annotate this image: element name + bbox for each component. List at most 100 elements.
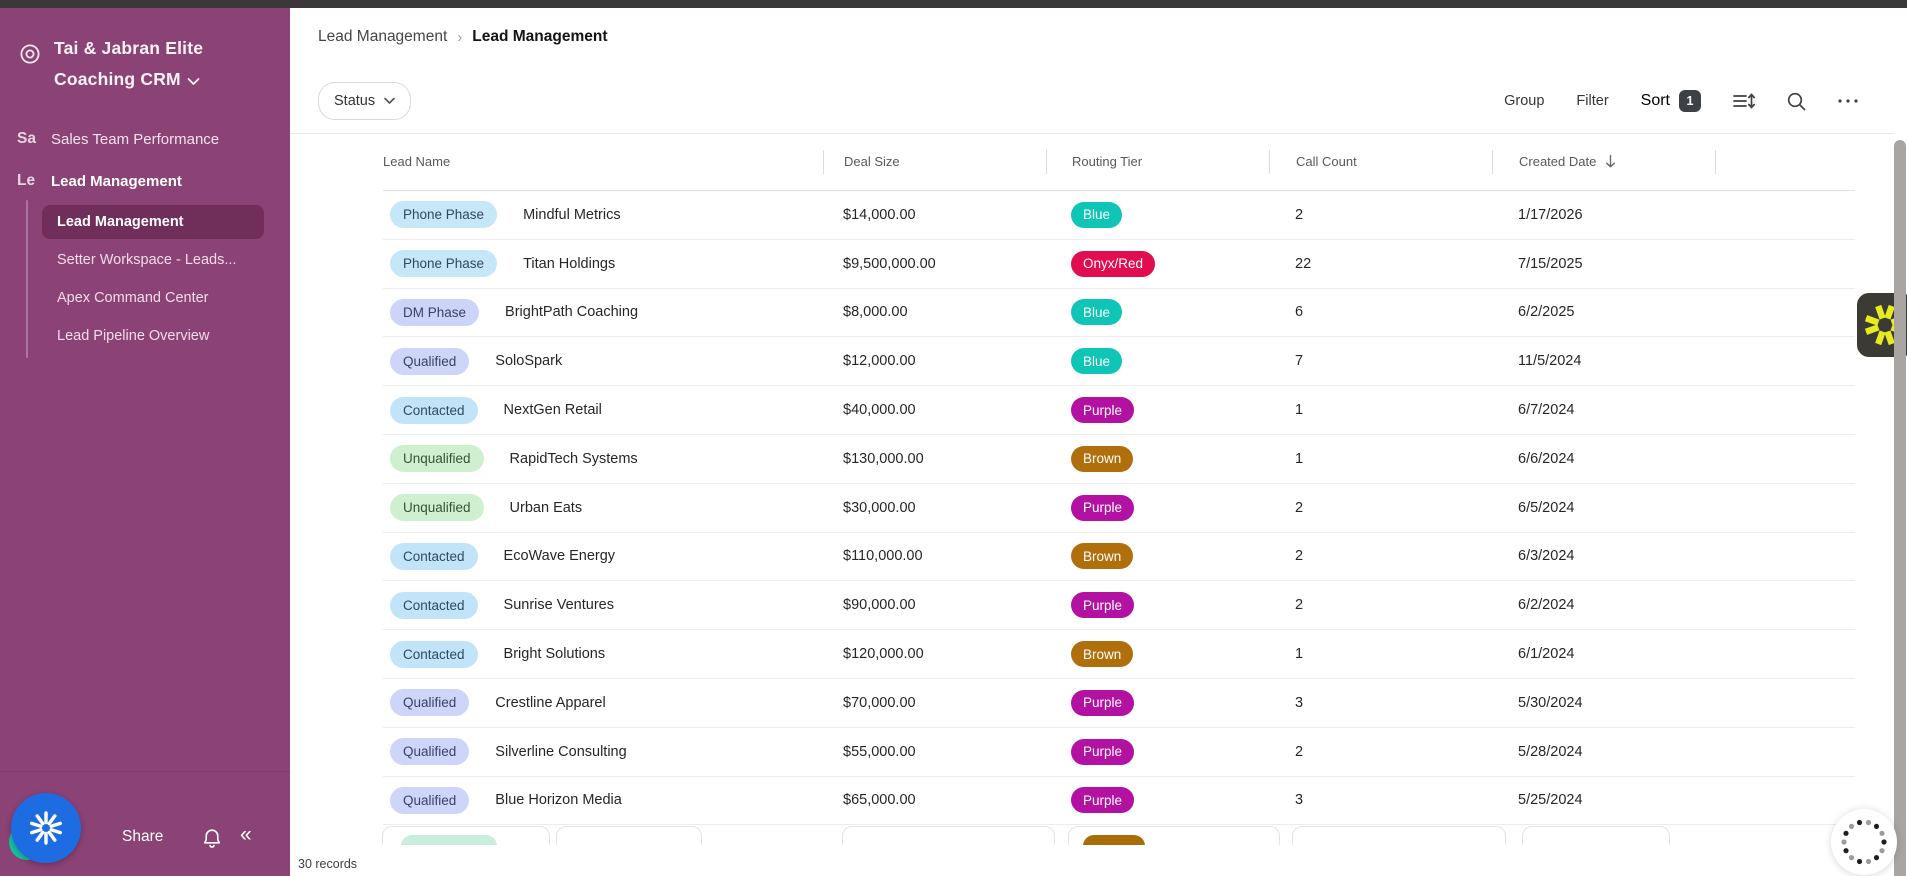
- pinwheel-icon: [29, 811, 63, 845]
- deal-size-cell: $55,000.00: [843, 743, 916, 760]
- table-row[interactable]: Phone Phase Titan Holdings $9,500,000.00 On…: [383, 240, 1855, 289]
- routing-tier-badge[interactable]: Blue: [1071, 201, 1123, 228]
- table-row[interactable]: Qualified Crestline Apparel $70,000.00 Purp…: [383, 679, 1855, 728]
- group-button[interactable]: Group: [1504, 93, 1545, 109]
- table-row[interactable]: Contacted Bright Solutions $120,000.00 Brow…: [383, 630, 1855, 679]
- share-button[interactable]: Share: [122, 828, 164, 845]
- routing-tier-badge[interactable]: Brown: [1071, 445, 1134, 472]
- table-row[interactable]: Unqualified Urban Eats $30,000.00 Purple 2 6/…: [383, 484, 1855, 533]
- table-row[interactable]: Qualified Silverline Consulting $55,000.00…: [383, 728, 1855, 777]
- status-badge[interactable]: Contacted: [390, 542, 478, 570]
- created-date-cell: 6/2/2025: [1518, 304, 1575, 321]
- status-filter-button[interactable]: Status: [318, 82, 412, 120]
- table-row[interactable]: Phone Phase Mindful Metrics $14,000.00 Blue…: [383, 191, 1855, 240]
- toolbar-divider: [290, 133, 1894, 134]
- routing-tier-badge[interactable]: Onyx/Red: [1071, 250, 1156, 277]
- sort-direction-icon: [1606, 154, 1616, 168]
- status-filter-label: Status: [334, 93, 376, 109]
- ai-assistant-button[interactable]: [11, 793, 81, 863]
- column-header-deal-size[interactable]: Deal Size: [823, 149, 1046, 174]
- table-row[interactable]: Contacted Sunrise Ventures $90,000.00 Purpl…: [383, 581, 1855, 631]
- routing-tier-badge[interactable]: Brown: [1071, 641, 1134, 668]
- sidebar-subitem-lead-pipeline-overview[interactable]: Lead Pipeline Overview: [42, 319, 264, 353]
- call-count-cell: 7: [1295, 353, 1304, 370]
- workspace-icon: [20, 44, 40, 64]
- table-row[interactable]: Qualified SoloSpark $12,000.00 Blue 7 11/5/20…: [383, 337, 1855, 387]
- lead-name-text: Mindful Metrics: [523, 206, 621, 223]
- created-date-cell: 6/1/2024: [1518, 646, 1575, 663]
- search-button[interactable]: [1778, 91, 1815, 112]
- routing-tier-cell: Purple: [1046, 397, 1269, 424]
- column-header-created-date[interactable]: Created Date: [1492, 149, 1715, 174]
- created-date-cell: 5/30/2024: [1518, 694, 1583, 711]
- sidebar-item-label: Lead Management: [51, 172, 182, 190]
- table-row[interactable]: Unqualified RapidTech Systems $130,000.00 B…: [383, 435, 1855, 484]
- status-badge[interactable]: Qualified: [390, 347, 470, 375]
- breadcrumb-separator-icon: ›: [457, 28, 463, 46]
- status-badge[interactable]: Phone Phase: [390, 201, 498, 229]
- status-badge[interactable]: Unqualified: [390, 445, 484, 473]
- lead-name-cell: Qualified SoloSpark: [383, 347, 823, 375]
- breadcrumb-parent[interactable]: Lead Management: [318, 28, 448, 45]
- call-count-cell: 2: [1295, 597, 1304, 614]
- status-badge[interactable]: Contacted: [390, 640, 478, 668]
- chevron-down-icon[interactable]: [187, 77, 200, 86]
- table-row[interactable]: Contacted NextGen Retail $40,000.00 Purple 1…: [383, 386, 1855, 435]
- table-row[interactable]: DM Phase BrightPath Coaching $8,000.00 Blue…: [383, 289, 1855, 338]
- status-badge[interactable]: Unqualified: [390, 494, 484, 522]
- sidebar-subitem-setter-workspace[interactable]: Setter Workspace - Leads...: [42, 243, 264, 277]
- status-badge[interactable]: Phone Phase: [390, 250, 498, 278]
- vertical-scrollbar[interactable]: [1894, 140, 1906, 876]
- more-options-button[interactable]: [1829, 98, 1867, 104]
- status-badge[interactable]: Contacted: [390, 591, 478, 619]
- sort-label: Sort: [1640, 92, 1670, 109]
- created-date-cell: 6/2/2024: [1518, 597, 1575, 614]
- lead-name-text: Bright Solutions: [503, 646, 606, 663]
- status-badge[interactable]: Contacted: [390, 396, 478, 424]
- status-badge[interactable]: Qualified: [390, 786, 470, 814]
- app-title: Tai & Jabran Elite Coaching CRM: [54, 38, 204, 89]
- column-header-label: Lead Name: [383, 154, 451, 169]
- sidebar-subitem-label: Apex Command Center: [57, 290, 209, 306]
- sidebar-subitem-apex-command-center[interactable]: Apex Command Center: [42, 281, 264, 315]
- routing-tier-badge[interactable]: Blue: [1071, 299, 1123, 326]
- deal-size-cell: $40,000.00: [843, 402, 916, 419]
- column-header-lead-name[interactable]: Lead Name: [383, 150, 823, 174]
- deal-size-cell: $8,000.00: [843, 304, 908, 321]
- routing-tier-badge[interactable]: Purple: [1071, 494, 1135, 521]
- sort-button[interactable]: Sort 1: [1632, 90, 1710, 112]
- sidebar-item-lead-management[interactable]: Le Lead Management: [0, 164, 290, 198]
- loading-spinner: [1831, 809, 1897, 875]
- routing-tier-badge[interactable]: Blue: [1071, 348, 1123, 375]
- routing-tier-badge[interactable]: Purple: [1071, 397, 1135, 424]
- app-initials-icon: Le: [17, 172, 36, 189]
- routing-tier-badge[interactable]: Purple: [1071, 787, 1135, 814]
- routing-tier-badge[interactable]: Purple: [1071, 689, 1135, 716]
- filter-button[interactable]: Filter: [1576, 93, 1609, 109]
- status-badge[interactable]: Qualified: [390, 738, 470, 766]
- search-icon: [1787, 92, 1806, 110]
- column-header-label: Created Date: [1519, 154, 1597, 169]
- routing-tier-badge[interactable]: Purple: [1071, 738, 1135, 765]
- sidebar-item-sales-team-performance[interactable]: Sa Sales Team Performance: [0, 122, 290, 156]
- created-date-cell: 6/5/2024: [1518, 499, 1575, 516]
- status-badge[interactable]: Qualified: [390, 689, 470, 717]
- call-count-cell: 22: [1295, 255, 1312, 272]
- notifications-button[interactable]: [200, 826, 224, 857]
- lead-name-text: Blue Horizon Media: [495, 792, 622, 809]
- routing-tier-badge[interactable]: Purple: [1071, 592, 1135, 619]
- call-count-cell: 3: [1295, 792, 1304, 809]
- column-header-call-count[interactable]: Call Count: [1269, 149, 1492, 174]
- status-badge[interactable]: DM Phase: [390, 298, 480, 326]
- table-row[interactable]: Contacted EcoWave Energy $110,000.00 Brown 2…: [383, 533, 1855, 582]
- created-date-cell: 6/3/2024: [1518, 548, 1575, 565]
- sidebar-subitem-lead-management[interactable]: Lead Management: [42, 205, 264, 239]
- collapse-sidebar-button[interactable]: «: [240, 823, 252, 846]
- created-date-cell: 6/6/2024: [1518, 450, 1575, 467]
- deal-size-cell: $14,000.00: [843, 206, 916, 223]
- column-header-routing-tier[interactable]: Routing Tier: [1046, 149, 1269, 174]
- routing-tier-badge[interactable]: Brown: [1071, 543, 1134, 570]
- table-row[interactable]: Qualified Blue Horizon Media $65,000.00 Pur…: [383, 777, 1855, 826]
- row-height-icon: [1733, 93, 1756, 109]
- row-height-button[interactable]: [1724, 91, 1764, 111]
